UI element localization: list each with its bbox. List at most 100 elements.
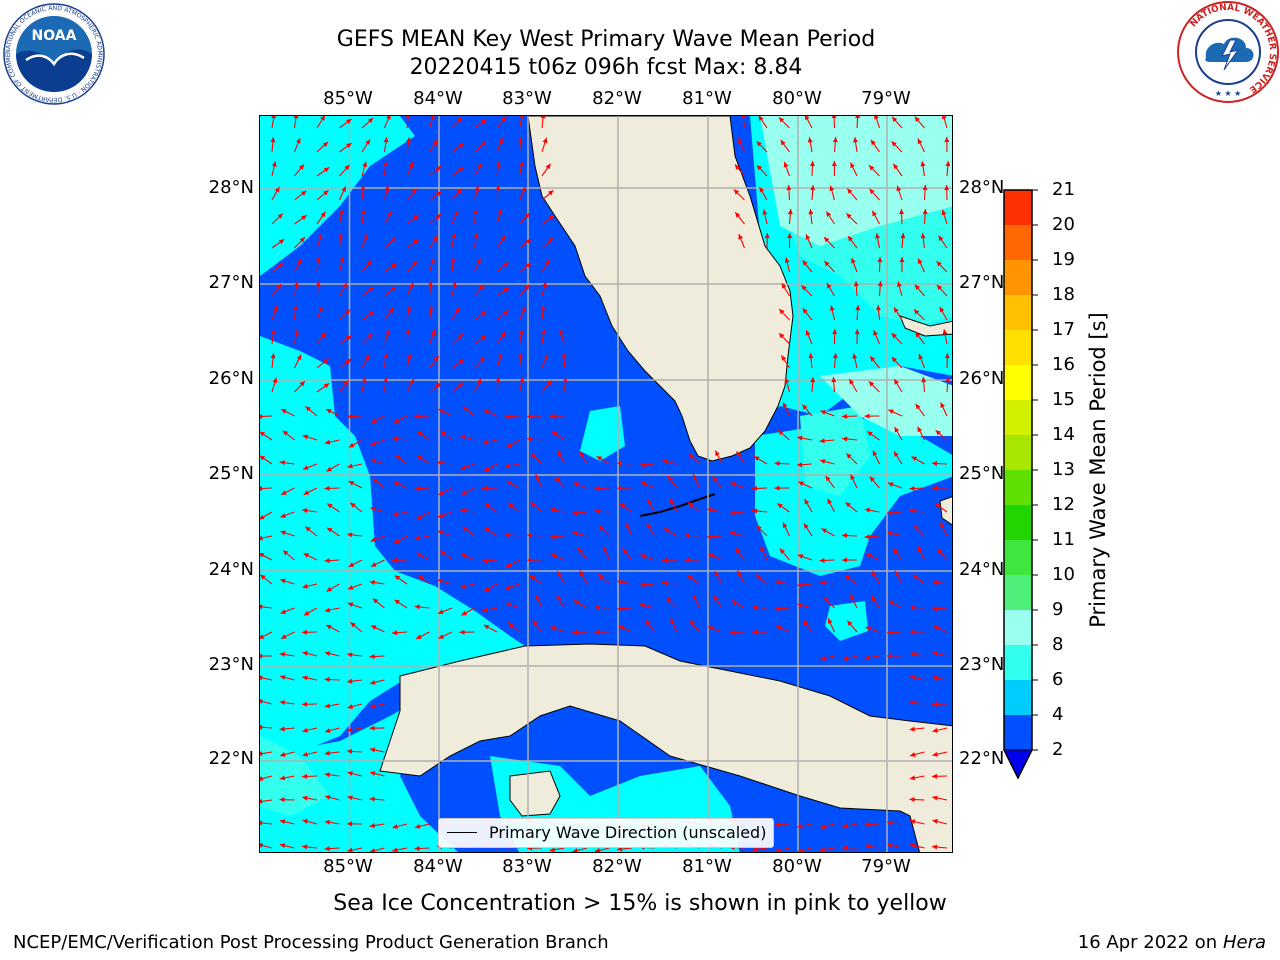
wave-vector-head: [909, 797, 915, 803]
wave-vector-head: [383, 353, 389, 359]
wave-vector-head: [910, 675, 916, 680]
wave-vector-head: [715, 450, 720, 457]
wave-vector-head: [735, 547, 741, 554]
wave-vector-head: [909, 508, 915, 514]
wave-vector-head: [917, 258, 923, 265]
wave-vector-head: [495, 377, 501, 383]
wave-vector-head: [737, 570, 743, 577]
wave-vector-head: [299, 381, 305, 387]
wave-vector-head: [392, 630, 398, 636]
wave-vector-head: [346, 143, 352, 149]
wave-vector-head: [323, 383, 330, 389]
lon-tick-bottom: 85°W: [323, 856, 373, 877]
wave-vector-head: [295, 138, 301, 144]
wave-vector-head: [505, 584, 511, 590]
wave-vector-head: [369, 796, 375, 802]
wave-vector-head: [524, 212, 530, 219]
wave-vector-head: [416, 553, 422, 558]
wave-vector-head: [783, 161, 789, 168]
wave-vector-head: [896, 185, 902, 192]
wave-vector-head: [909, 752, 916, 757]
wave-vector-head: [545, 163, 551, 170]
wave-vector-head: [707, 507, 713, 513]
wave-vector-head: [868, 165, 875, 171]
wave-vector-head: [689, 620, 695, 626]
wave-vector-head: [832, 353, 838, 359]
wave-vector-head: [501, 116, 507, 122]
wave-vector-head: [324, 750, 330, 756]
wave-vector-head: [282, 430, 289, 436]
wave-vector-head: [473, 233, 479, 239]
lon-tick-bottom: 80°W: [772, 856, 822, 877]
wave-vector-head: [786, 185, 792, 191]
wave-vector-head: [370, 625, 377, 630]
wave-vector-head: [302, 675, 308, 681]
wave-vector-head: [940, 522, 945, 529]
wave-vector-head: [617, 485, 623, 491]
wave-vector-head: [617, 606, 623, 612]
wave-vector-head: [270, 137, 276, 143]
wave-vector-head: [260, 455, 266, 461]
wave-vector-head: [829, 185, 835, 192]
map-plot-area: [259, 115, 953, 853]
wave-vector-head: [855, 116, 861, 119]
wave-vector-head: [392, 824, 398, 829]
wave-vector-head: [320, 116, 325, 121]
wave-vector-head: [532, 620, 538, 626]
wave-vector-head: [864, 534, 870, 540]
wave-vector-head: [810, 377, 816, 383]
wave-vector-head: [457, 333, 463, 339]
wave-vector-head: [909, 651, 916, 657]
wave-vector-head: [521, 186, 526, 192]
lon-tick-bottom: 81°W: [682, 856, 732, 877]
wave-vector-head: [594, 629, 600, 635]
wave-vector-head: [260, 553, 265, 558]
wave-vector-head: [820, 824, 826, 830]
wave-vector-head: [459, 508, 465, 513]
wave-vector-head: [411, 188, 417, 195]
wave-vector-head: [326, 409, 332, 414]
wave-vector: [260, 775, 273, 780]
wave-vector-head: [740, 116, 746, 119]
wave-vector-head: [348, 562, 355, 567]
wave-vector-head: [517, 353, 523, 359]
wave-vector-head: [506, 481, 512, 486]
wave-vector-head: [783, 402, 788, 408]
colorbar-tick-label: 13: [1052, 459, 1075, 480]
wave-vector-head: [260, 535, 263, 541]
wave-vector-head: [260, 776, 263, 781]
wave-vector-head: [864, 843, 871, 849]
wave-vector-head: [406, 353, 412, 359]
wave-vector-head: [819, 655, 826, 661]
wave-vector-head: [365, 139, 371, 145]
wave-vector-head: [774, 606, 780, 612]
wave-vector-head: [260, 751, 263, 757]
wave-vector-head: [808, 209, 814, 215]
wave-vector-head: [440, 550, 446, 556]
wave-vector-head: [383, 137, 389, 143]
wave-vector-head: [826, 211, 832, 217]
wave-vector-head: [315, 257, 321, 263]
wave-vector-head: [774, 460, 780, 466]
wave-vector-head: [367, 333, 373, 339]
wave-vector-head: [779, 548, 785, 554]
wave-vector-head: [281, 634, 287, 639]
wave-vector-head: [326, 466, 333, 472]
wave-vector-head: [774, 485, 780, 491]
lon-tick-bottom: 83°W: [502, 856, 552, 877]
wave-vector-head: [302, 819, 308, 824]
wave-vector-head: [438, 490, 445, 495]
wave-vector-head: [596, 456, 603, 461]
wave-vector-head: [542, 137, 548, 144]
wave-vector-head: [428, 305, 434, 311]
lon-tick-top: 84°W: [413, 88, 463, 109]
wave-vector-head: [914, 116, 920, 123]
lat-tick-right: 23°N: [959, 654, 1005, 675]
wave-vector-head: [437, 578, 444, 584]
wave-vector-head: [302, 773, 308, 779]
wave-vector-head: [805, 234, 811, 240]
wave-vector-head: [413, 239, 420, 245]
wave-vector-head: [371, 562, 377, 567]
wave-vector-head: [508, 622, 514, 628]
wave-vector-head: [414, 823, 421, 829]
